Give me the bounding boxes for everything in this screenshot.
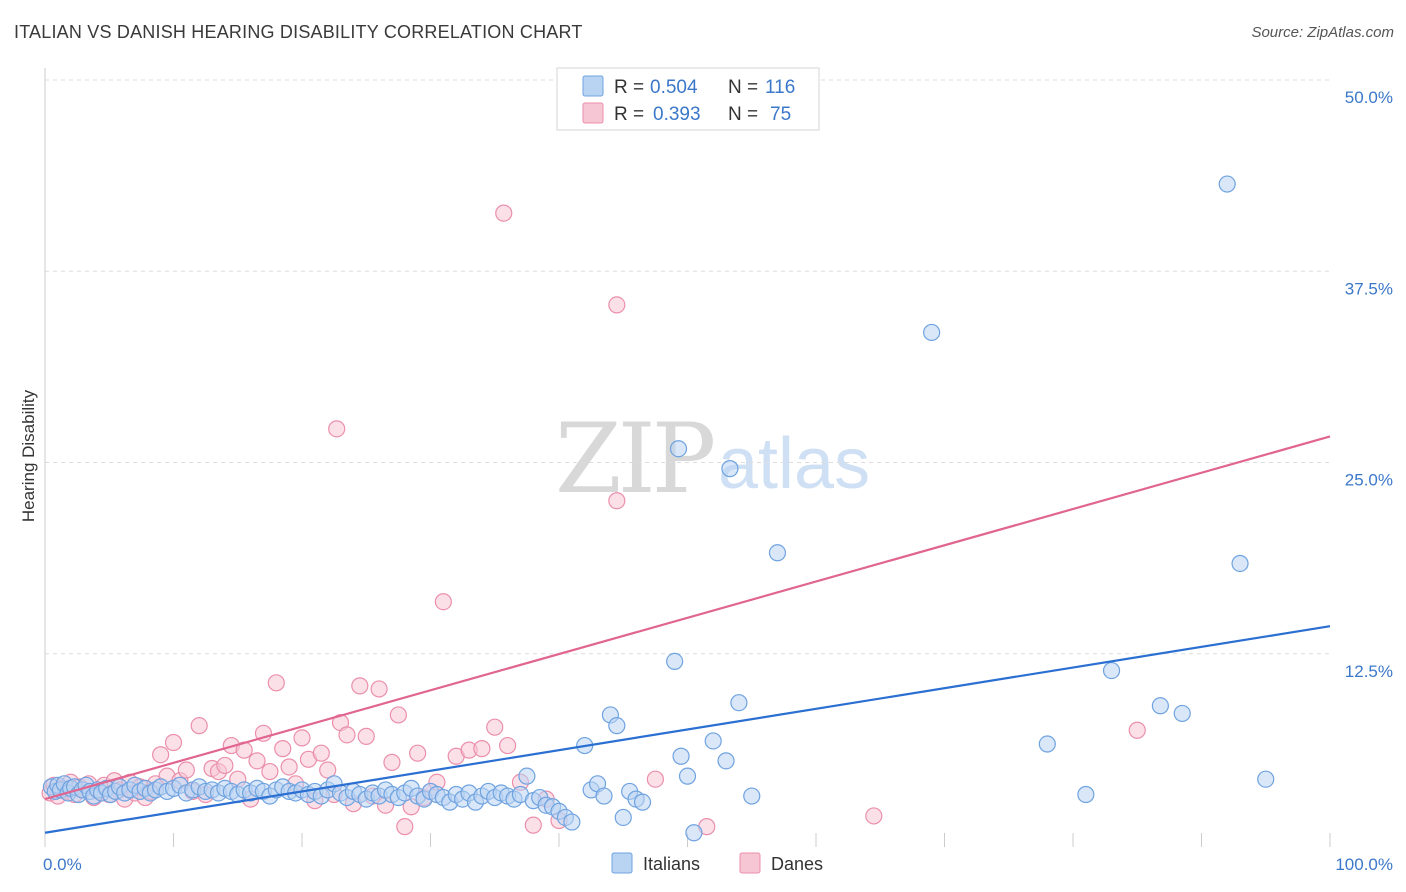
italians-point <box>1102 661 1121 680</box>
legend-r-value-italians: 0.504 <box>650 77 698 98</box>
danes-point <box>646 770 664 788</box>
danes-point <box>357 727 375 745</box>
danes-points <box>41 204 1146 836</box>
italians-trend-line <box>44 625 1331 834</box>
grid-lines <box>45 79 1330 655</box>
y-tick-label: 25.0% <box>1345 471 1393 490</box>
italians-point <box>595 787 613 805</box>
danes-point <box>274 740 292 758</box>
italians-point <box>608 717 626 735</box>
x-tick-label: 100.0% <box>1335 855 1393 874</box>
danes-point <box>865 807 883 825</box>
legend-n-label-italians: N = <box>728 77 758 98</box>
danes-point <box>383 753 401 771</box>
bottom-legend-label-danes: Danes <box>771 854 823 874</box>
bottom-legend-swatch-danes <box>739 852 761 874</box>
danes-point <box>608 492 626 510</box>
axes <box>44 68 1331 847</box>
danes-point <box>328 420 346 438</box>
italians-point <box>704 732 722 750</box>
danes-point <box>370 680 388 698</box>
danes-point <box>409 744 427 762</box>
y-tick-label: 37.5% <box>1345 279 1393 298</box>
legend-swatch-italians <box>582 75 604 97</box>
trend-lines <box>44 435 1331 834</box>
italians-point <box>1077 785 1095 804</box>
danes-point <box>177 761 195 779</box>
series-legend: Italians Danes <box>611 852 823 874</box>
danes-point <box>396 818 414 836</box>
danes-point <box>216 756 234 775</box>
italians-point <box>614 808 632 827</box>
italians-point <box>721 460 739 478</box>
watermark-zip: ZIP <box>555 403 714 515</box>
legend-r-label-italians: R = <box>614 77 644 98</box>
legend-r-value-danes: 0.393 <box>653 104 701 125</box>
italians-point <box>717 752 735 770</box>
italians-point <box>678 767 697 785</box>
danes-point <box>248 752 266 770</box>
italians-point <box>666 652 684 671</box>
italians-point <box>768 544 787 562</box>
chart-source: Source: ZipAtlas.com <box>1251 24 1394 41</box>
italians-point <box>1038 735 1056 753</box>
danes-point <box>473 740 491 758</box>
danes-point <box>524 816 542 834</box>
danes-point <box>280 758 298 776</box>
legend-n-value-danes: 75 <box>770 104 791 125</box>
italians-point <box>518 767 536 785</box>
x-tick-label: 0.0% <box>43 855 82 874</box>
italians-point <box>672 747 690 765</box>
danes-point <box>293 729 311 747</box>
danes-point <box>312 744 330 762</box>
italians-point <box>1173 704 1191 723</box>
italians-point <box>633 793 652 811</box>
danes-point <box>267 674 285 692</box>
danes-point <box>164 733 183 752</box>
y-tick-label: 50.0% <box>1345 88 1393 107</box>
danes-trend-line <box>44 435 1331 801</box>
danes-point <box>495 204 513 222</box>
danes-point <box>190 717 208 735</box>
legend-n-value-italians: 116 <box>765 77 795 98</box>
danes-point <box>152 746 170 764</box>
bottom-legend-label-italians: Italians <box>643 854 700 874</box>
danes-point <box>261 762 279 781</box>
correlation-legend: R = 0.504 N = 116 R = 0.393 N = 75 <box>556 67 820 131</box>
legend-swatch-danes <box>582 102 604 124</box>
italians-point <box>685 824 703 842</box>
italians-point <box>743 787 761 805</box>
danes-point <box>351 677 369 695</box>
italians-point <box>730 694 748 712</box>
chart-title: ITALIAN VS DANISH HEARING DISABILITY COR… <box>14 22 583 42</box>
bottom-legend-swatch-italians <box>611 852 633 874</box>
italians-point <box>1257 770 1275 788</box>
italians-point <box>1151 697 1169 715</box>
italians-point <box>563 813 581 831</box>
y-axis-label: Hearing Disability <box>19 389 38 522</box>
danes-point <box>338 726 356 744</box>
italians-points <box>42 175 1275 842</box>
watermark-atlas: atlas <box>718 424 870 504</box>
tick-labels: 12.5% 25.0% 37.5% 50.0% 0.0% 100.0% <box>43 88 1393 874</box>
danes-point <box>1128 721 1146 739</box>
italians-point <box>1231 554 1249 573</box>
danes-point <box>499 736 517 755</box>
italians-point <box>669 440 688 458</box>
legend-n-label-danes: N = <box>728 104 758 125</box>
danes-point <box>486 718 504 736</box>
y-tick-label: 12.5% <box>1345 662 1393 681</box>
danes-point <box>434 593 452 611</box>
italians-point <box>923 323 941 342</box>
danes-point <box>319 761 337 779</box>
italians-point <box>1218 175 1236 193</box>
danes-point <box>608 296 626 314</box>
danes-point <box>389 706 407 724</box>
legend-r-label-danes: R = <box>614 104 644 125</box>
